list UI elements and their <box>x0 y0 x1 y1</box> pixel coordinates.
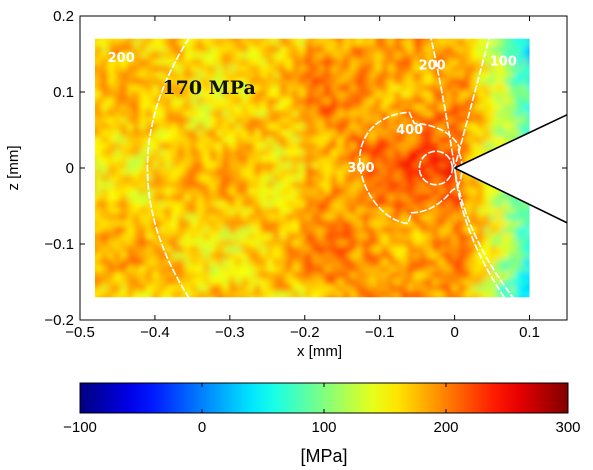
y-tick-label: −0.2 <box>44 312 74 329</box>
x-tick-label: −0.2 <box>290 324 320 341</box>
contour-300 <box>358 111 463 225</box>
x-tick-label: −0.1 <box>365 324 395 341</box>
contour-200-tip <box>425 16 519 317</box>
colorbar-tick-label: 0 <box>198 419 206 436</box>
colorbar-tick-label: 200 <box>433 419 458 436</box>
colorbar-tick-label: 100 <box>311 419 336 436</box>
contour-label: 400 <box>396 123 423 138</box>
contour-lines <box>146 16 529 317</box>
colorbar-label: [MPa] <box>300 446 347 466</box>
colorbar-tick-label: −100 <box>63 419 97 436</box>
x-axis: −0.5 −0.4 −0.3 −0.2 −0.1 0 0.1 <box>65 16 540 341</box>
contour-label: 100 <box>490 55 517 70</box>
contour-400 <box>418 150 454 186</box>
notch-fill <box>454 114 567 223</box>
x-tick-label: −0.3 <box>215 324 245 341</box>
x-tick-label: 0 <box>450 324 458 341</box>
stress-annotation: 170 MPa <box>162 77 255 99</box>
stress-heatmap <box>94 38 530 298</box>
y-tick-label: 0 <box>66 160 74 177</box>
y-tick-label: −0.1 <box>44 236 74 253</box>
contour-label: 300 <box>347 161 374 176</box>
x-tick-label: 0.1 <box>519 324 540 341</box>
notch-edge <box>454 167 567 224</box>
colorbar: −100 0 100 200 300 <box>63 382 581 436</box>
x-tick-label: −0.4 <box>140 324 170 341</box>
x-tick-label: −0.5 <box>65 324 95 341</box>
colorbar-tick-label: 300 <box>555 419 580 436</box>
contour-label: 200 <box>419 58 446 73</box>
y-tick-label: 0.1 <box>53 84 74 101</box>
y-tick-label: 0.2 <box>53 8 74 25</box>
colorbar-gradient <box>79 382 569 414</box>
contour-200-left <box>146 16 206 313</box>
y-axis: −0.2 −0.1 0 0.1 0.2 <box>44 8 567 329</box>
x-axis-label: x [mm] <box>297 343 342 360</box>
notch <box>454 114 567 224</box>
y-axis-label: z [mm] <box>5 146 22 191</box>
contour-100 <box>453 16 529 317</box>
contour-label: 200 <box>108 51 135 66</box>
notch-edge <box>454 114 567 169</box>
